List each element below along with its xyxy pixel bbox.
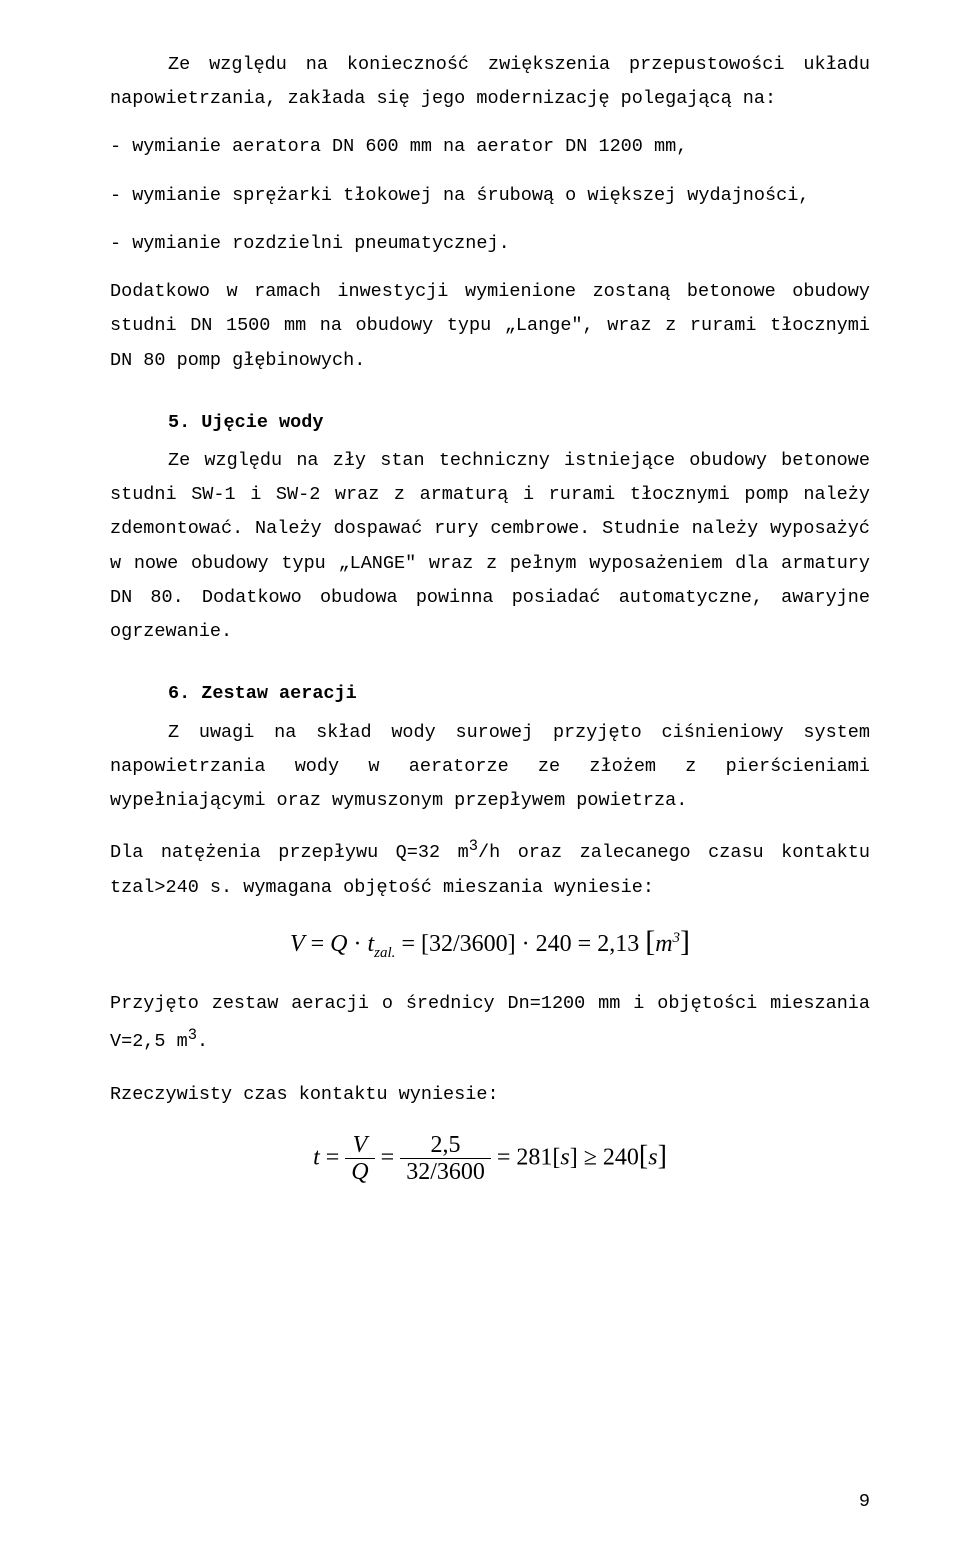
text-span: Dla natężenia przepływu Q=32 m [110,842,469,863]
eq-sign: = [395,931,421,957]
eq-sign: = [491,1144,517,1170]
superscript: 3 [188,1026,197,1044]
intro-bullet-2: - wymianie sprężarki tłokowej na śrubową… [110,179,870,213]
var-t: t [313,1144,320,1170]
page-number: 9 [859,1485,870,1519]
slash: / [453,931,460,957]
section-6-para-4: Rzeczywisty czas kontaktu wyniesie: [110,1078,870,1112]
formula-2: t = VQ = 2,532/3600 = 281[s] ≥ 240[s] [110,1132,870,1186]
eq-sign: = [375,1144,401,1170]
page: Ze względu na konieczność zwiększenia pr… [0,0,960,1543]
ge-sign: ≥ [578,1144,603,1170]
number: 240 [603,1144,639,1170]
bracket: ] [658,1140,667,1171]
unit-s: s [648,1144,657,1170]
intro-para-1: Ze względu na konieczność zwiększenia pr… [110,48,870,116]
superscript: 3 [469,837,478,855]
bracket: ] [570,1144,578,1170]
number: 281 [516,1144,552,1170]
bracket: ] [680,925,690,958]
number: 240 [536,931,572,957]
subscript: zal. [374,945,395,961]
section-5-heading: 5. Ujęcie wody [110,406,870,440]
denominator: Q [345,1159,374,1185]
eq-sign: = [572,931,598,957]
intro-bullet-3: - wymianie rozdzielni pneumatycznej. [110,227,870,261]
section-6-para-1: Z uwagi na skład wody surowej przyjęto c… [110,716,870,819]
numerator: 2,5 [400,1132,491,1159]
text-span: . [197,1031,208,1052]
fraction: VQ [345,1132,374,1186]
number: 3600 [460,931,508,957]
fraction: 2,532/3600 [400,1132,491,1186]
bracket: [ [639,1140,648,1171]
eq-sign: = [305,931,331,957]
intro-bullet-1: - wymianie aeratora DN 600 mm na aerator… [110,130,870,164]
section-6-heading: 6. Zestaw aeracji [110,677,870,711]
section-6-para-3: Przyjęto zestaw aeracji o średnicy Dn=12… [110,987,870,1060]
var-V: V [290,931,305,957]
section-6-para-2: Dla natężenia przepływu Q=32 m3/h oraz z… [110,832,870,905]
bracket: [ [645,925,655,958]
superscript: 3 [673,930,681,946]
number: 2,13 [597,931,639,957]
eq-sign: = [320,1144,346,1170]
var-Q: Q [330,931,347,957]
dot-op: · [348,931,368,957]
denominator: 32/3600 [400,1159,491,1185]
section-5-para: Ze względu na zły stan techniczny istnie… [110,444,870,649]
number: 32 [429,931,453,957]
text-span: Przyjęto zestaw aeracji o średnicy Dn=12… [110,993,870,1052]
dot-op: · [516,931,536,957]
numerator: V [345,1132,374,1159]
unit-m: m [655,931,672,957]
bracket: ] [508,931,516,957]
bracket: [ [421,931,429,957]
formula-1: V = Q · tzal. = [32/3600] · 240 = 2,13 [… [110,925,870,961]
intro-para-2: Dodatkowo w ramach inwestycji wymienione… [110,275,870,378]
unit-s: s [560,1144,569,1170]
